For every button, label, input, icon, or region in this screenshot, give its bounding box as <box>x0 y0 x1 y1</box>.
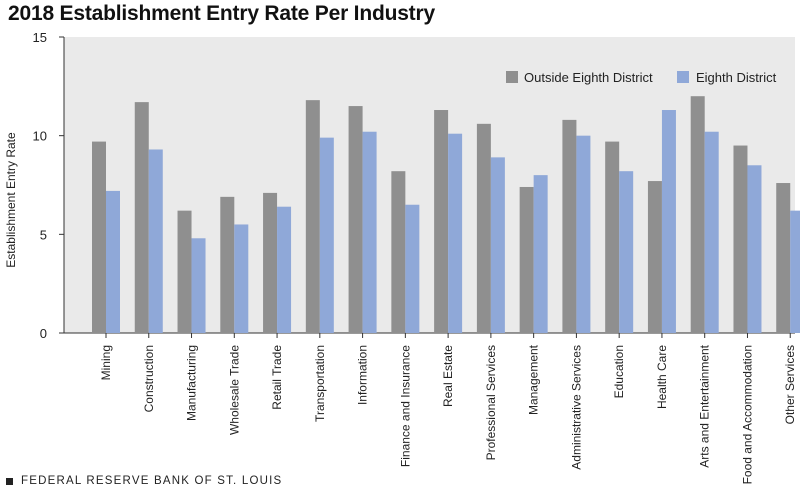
bar-outside-management <box>519 186 534 333</box>
x-tick-label: Professional Services <box>484 345 498 460</box>
y-tick-label: 0 <box>40 326 47 341</box>
bar-outside-education <box>605 141 620 333</box>
bar-outside-transportation <box>305 100 320 333</box>
bar-eighth-management <box>533 175 548 333</box>
x-tick-label: Other Services <box>783 345 797 424</box>
x-tick-label: Finance and Insurance <box>398 345 412 467</box>
bar-outside-real-estate <box>434 110 449 333</box>
bar-eighth-food-and-accommodation <box>747 165 762 333</box>
bar-eighth-real-estate <box>448 133 463 333</box>
x-tick-label: Education <box>612 345 626 398</box>
x-tick-label: Transportation <box>313 345 327 422</box>
bar-eighth-administrative-services <box>576 135 591 333</box>
bar-eighth-retail-trade <box>277 206 292 333</box>
bar-outside-construction <box>134 102 149 334</box>
y-tick-label: 5 <box>40 227 47 242</box>
x-tick-label: Management <box>527 344 541 415</box>
bar-outside-manufacturing <box>177 210 192 333</box>
bar-eighth-manufacturing <box>191 238 206 333</box>
legend-swatch-outside <box>506 71 518 83</box>
bar-eighth-other-services <box>790 210 800 333</box>
x-tick-label: Construction <box>142 345 156 412</box>
chart-title: 2018 Establishment Entry Rate Per Indust… <box>8 2 435 25</box>
bar-outside-food-and-accommodation <box>733 145 748 333</box>
bar-outside-health-care <box>647 181 662 333</box>
legend-swatch-eighth <box>677 71 689 83</box>
bar-eighth-education <box>619 171 634 333</box>
bar-outside-retail-trade <box>263 192 278 333</box>
bar-eighth-wholesale-trade <box>234 224 249 333</box>
bar-eighth-professional-services <box>490 157 505 333</box>
bar-eighth-arts-and-entertainment <box>704 131 719 333</box>
bar-outside-professional-services <box>476 123 491 334</box>
y-tick-label: 10 <box>33 129 47 144</box>
bar-outside-finance-and-insurance <box>391 171 406 333</box>
legend-label-outside: Outside Eighth District <box>524 70 653 85</box>
x-tick-label: Information <box>356 345 370 405</box>
x-tick-label: Mining <box>99 345 113 380</box>
x-tick-label: Retail Trade <box>270 345 284 410</box>
footer-text: FEDERAL RESERVE BANK OF ST. LOUIS <box>21 475 283 487</box>
bar-outside-arts-and-entertainment <box>690 96 705 333</box>
x-tick-label: Administrative Services <box>569 345 583 470</box>
bar-outside-wholesale-trade <box>220 196 235 333</box>
x-tick-label: Arts and Entertainment <box>698 344 712 467</box>
bar-outside-information <box>348 106 363 333</box>
y-tick-label: 15 <box>33 30 47 45</box>
footer-square-icon <box>6 477 13 485</box>
bar-eighth-information <box>362 131 377 333</box>
y-axis-label: Establishment Entry Rate <box>4 132 18 268</box>
x-tick-label: Health Care <box>655 345 669 409</box>
bar-eighth-finance-and-insurance <box>405 204 420 333</box>
x-tick-label: Manufacturing <box>185 345 199 421</box>
bar-eighth-construction <box>148 149 163 333</box>
bar-outside-mining <box>92 141 106 333</box>
bar-eighth-health-care <box>661 110 676 333</box>
footer: FEDERAL RESERVE BANK OF ST. LOUIS <box>6 475 282 487</box>
bar-eighth-transportation <box>319 137 334 333</box>
bar-eighth-mining <box>106 190 120 333</box>
x-tick-label: Food and Accommodation <box>740 345 754 484</box>
bar-outside-administrative-services <box>562 119 577 333</box>
x-tick-label: Real Estate <box>441 345 455 407</box>
x-tick-label: Wholesale Trade <box>227 345 241 435</box>
legend-label-eighth: Eighth District <box>696 70 777 85</box>
bar-outside-other-services <box>776 183 791 333</box>
